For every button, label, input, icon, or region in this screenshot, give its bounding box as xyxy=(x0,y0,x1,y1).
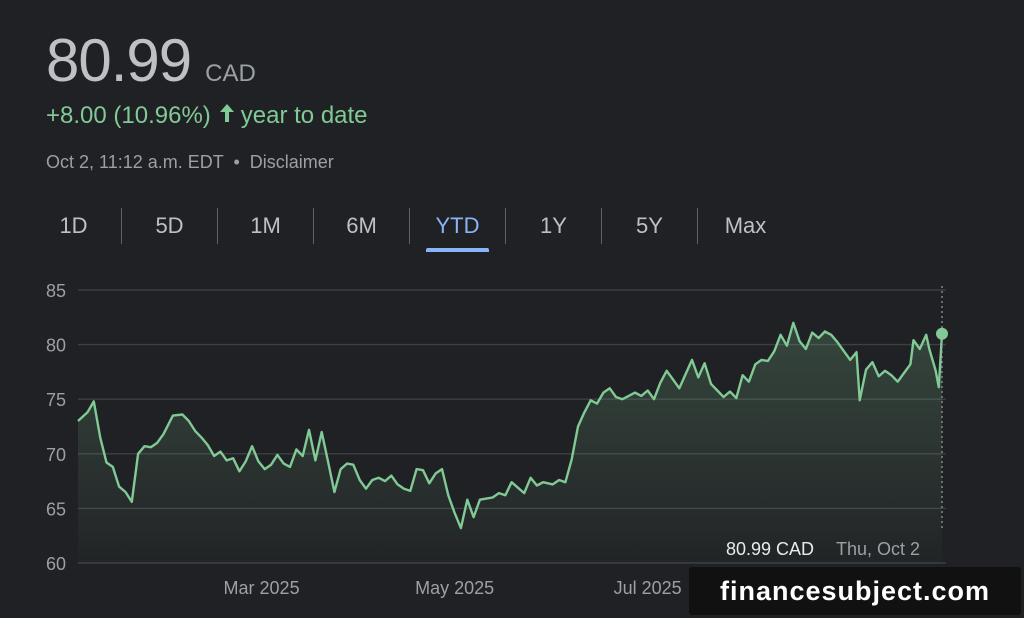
y-tick-label: 65 xyxy=(46,499,66,519)
tab-divider xyxy=(121,208,122,244)
disclaimer-link[interactable]: Disclaimer xyxy=(249,152,334,172)
tooltip-value: 80.99 CAD xyxy=(726,539,814,559)
x-tick-label: May 2025 xyxy=(415,578,494,598)
tab-6m[interactable]: 6M xyxy=(346,213,377,238)
tab-1m[interactable]: 1M xyxy=(250,213,281,238)
x-tick-label: Mar 2025 xyxy=(224,578,300,598)
series-line xyxy=(77,321,944,530)
tab-ytd[interactable]: YTD xyxy=(410,206,505,252)
series-layer xyxy=(77,321,944,563)
tooltip-date: Thu, Oct 2 xyxy=(836,539,920,559)
tab-divider xyxy=(601,208,602,244)
y-axis-labels: 60 65 70 75 80 85 xyxy=(46,281,66,574)
quote-timestamp: Oct 2, 11:12 a.m. EDT xyxy=(46,152,224,172)
y-tick-label: 70 xyxy=(46,445,66,465)
tab-max[interactable]: Max xyxy=(724,213,767,238)
tab-5d[interactable]: 5D xyxy=(155,213,184,238)
currency-code: CAD xyxy=(205,60,256,87)
tab-divider xyxy=(409,208,410,244)
y-tick-label: 75 xyxy=(46,390,66,410)
arrow-up-icon xyxy=(219,103,235,129)
series-area xyxy=(78,322,942,563)
tab-divider xyxy=(313,208,314,244)
y-tick-label: 80 xyxy=(46,336,66,356)
y-tick-label: 85 xyxy=(46,281,66,301)
last-point-marker xyxy=(936,327,948,340)
tab-5y[interactable]: 5Y xyxy=(636,213,663,238)
change-period: year to date xyxy=(240,102,368,129)
meta-separator: • xyxy=(233,152,240,172)
price-change: +8.00 (10.96%) year to date xyxy=(46,102,368,130)
x-tick-label: Jul 2025 xyxy=(614,578,682,598)
tab-divider xyxy=(697,208,698,244)
range-tabs: 1D 5D 1M 6M YTD 1Y 5Y Max xyxy=(26,206,793,252)
current-price: 80.99 xyxy=(46,27,192,94)
watermark: financesubject.com xyxy=(689,567,1021,615)
tooltip: 80.99 CAD Thu, Oct 2 xyxy=(726,286,948,559)
change-value: +8.00 (10.96%) xyxy=(46,102,211,129)
y-tick-label: 60 xyxy=(46,554,66,574)
price-header: 80.99 CAD xyxy=(46,26,256,95)
tab-1d[interactable]: 1D xyxy=(59,213,88,238)
tab-1y[interactable]: 1Y xyxy=(540,213,567,238)
tab-divider xyxy=(217,208,218,244)
tab-divider xyxy=(505,208,506,244)
quote-meta: Oct 2, 11:12 a.m. EDT • Disclaimer xyxy=(46,152,334,173)
